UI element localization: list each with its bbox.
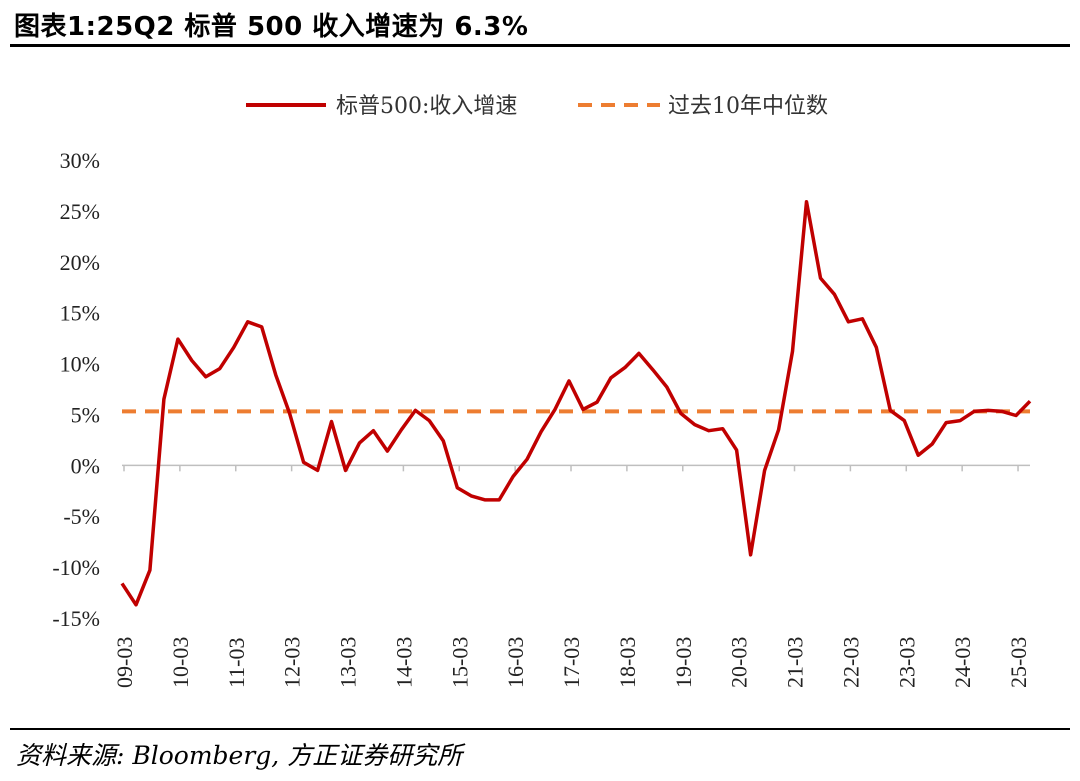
y-axis: 30% 25% 20% 15% 10% 5% 0% -5% -10% -15% [52,148,100,631]
x-tick-label: 14-03 [391,637,416,688]
legend-label-revenue: 标普500:收入增速 [336,94,517,119]
x-tick-label: 12-03 [280,637,305,688]
x-tick-label: 25-03 [1006,637,1031,688]
x-tick-label: 11-03 [224,637,249,688]
y-tick-label: 5% [71,402,100,427]
y-tick-label: -5% [63,504,100,529]
legend-label-median: 过去10年中位数 [668,94,828,119]
x-tick-label: 20-03 [727,637,752,688]
y-tick-label: 15% [60,301,100,326]
y-tick-label: -10% [52,555,100,580]
bottom-divider [10,728,1070,730]
x-tick-label: 24-03 [950,637,975,688]
x-tick-label: 22-03 [838,637,863,688]
x-tick-label: 15-03 [447,637,472,688]
x-tick-label: 19-03 [671,637,696,688]
y-tick-label: -15% [52,606,100,631]
x-tick-label: 23-03 [894,637,919,688]
chart-title: 图表1:25Q2 标普 500 收入增速为 6.3% [14,12,529,42]
y-tick-label: 0% [71,453,100,478]
x-tick-label: 18-03 [615,637,640,688]
chart-legend: 标普500:收入增速 过去10年中位数 [246,94,828,119]
x-axis: 09-03 10-03 11-03 12-03 13-03 14-03 15-03 16-03… [112,464,1031,688]
source-note: 资料来源: Bloomberg, 方正证券研究所 [16,741,463,770]
y-tick-label: 30% [60,148,100,173]
y-tick-label: 10% [60,352,100,377]
series-group [120,199,1032,607]
x-tick-label: 09-03 [112,637,137,688]
x-tick-label: 10-03 [168,637,193,688]
x-tick-label: 13-03 [336,637,361,688]
x-tick-label: 16-03 [503,637,528,688]
y-tick-label: 25% [60,199,100,224]
x-tick-label: 21-03 [783,637,808,688]
x-tick-label: 17-03 [559,637,584,688]
top-divider [10,44,1070,47]
revenue-growth-line [120,199,1032,607]
y-tick-label: 20% [60,250,100,275]
